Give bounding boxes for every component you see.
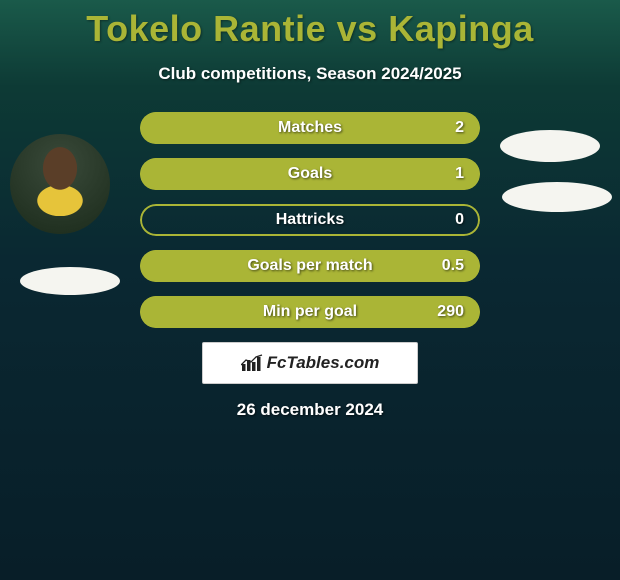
comparison-title: Tokelo Rantie vs Kapinga [0,0,620,50]
player2-placeholder-ellipse-2 [502,182,612,212]
stat-label: Goals per match [247,257,372,275]
fctables-logo[interactable]: FcTables.com [202,342,418,384]
stat-value: 1 [455,165,464,183]
stat-row: Matches 2 [140,112,480,144]
stat-rows: Matches 2 Goals 1 Hattricks 0 Goals per match 0… [140,112,480,328]
stat-value: 290 [437,303,464,321]
stat-value: 0.5 [442,257,464,275]
stat-row: Min per goal 290 [140,296,480,328]
content-area: Matches 2 Goals 1 Hattricks 0 Goals per match 0… [0,112,620,420]
player2-placeholder-ellipse-1 [500,130,600,162]
stat-row: Goals 1 [140,158,480,190]
stat-row: Hattricks 0 [140,204,480,236]
logo-text: FcTables.com [267,353,380,373]
stat-label: Min per goal [263,303,357,321]
stat-value: 0 [455,211,464,229]
stat-label: Hattricks [276,211,344,229]
stat-label: Matches [278,119,342,137]
bar-chart-icon [241,354,263,372]
stat-value: 2 [455,119,464,137]
stat-row: Goals per match 0.5 [140,250,480,282]
snapshot-date: 26 december 2024 [0,400,620,420]
stat-label: Goals [288,165,332,183]
comparison-subtitle: Club competitions, Season 2024/2025 [0,64,620,84]
player1-placeholder-ellipse [20,267,120,295]
player1-avatar [10,134,110,234]
